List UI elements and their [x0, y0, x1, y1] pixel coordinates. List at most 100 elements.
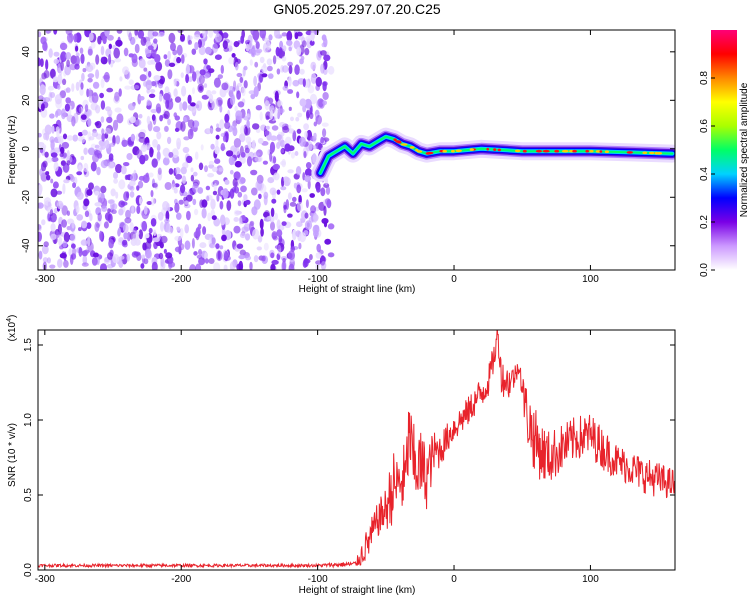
noise-blob: [138, 131, 146, 139]
noise-blob: [128, 79, 134, 85]
noise-blob: [238, 216, 243, 225]
noise-blob: [87, 77, 93, 83]
noise-blob: [262, 160, 268, 165]
colorbar-scale: [711, 30, 737, 270]
noise-blob: [101, 133, 105, 142]
noise-blob: [131, 205, 135, 214]
noise-blob: [40, 103, 45, 112]
noise-blob: [91, 131, 99, 138]
noise-blob: [86, 109, 93, 117]
noise-blob: [195, 104, 200, 109]
noise-blob: [309, 254, 313, 261]
noise-blob: [260, 227, 264, 237]
noise-blob: [83, 162, 89, 173]
noise-blob: [141, 220, 148, 232]
noise-blob: [251, 139, 256, 150]
noise-blob: [287, 89, 294, 94]
noise-blob: [322, 81, 327, 92]
noise-blob: [296, 46, 302, 56]
noise-blob: [253, 75, 257, 87]
noise-blob: [219, 119, 225, 130]
noise-blob: [153, 126, 161, 133]
noise-blob: [246, 113, 250, 118]
noise-blob: [219, 200, 224, 210]
noise-blob: [264, 100, 270, 111]
noise-blob: [270, 252, 275, 259]
noise-blob: [64, 103, 70, 112]
noise-blob: [320, 256, 327, 263]
noise-blob: [252, 228, 260, 240]
noise-blob: [53, 58, 60, 65]
noise-blob: [270, 207, 275, 217]
noise-blob: [202, 226, 207, 235]
noise-blob: [265, 125, 270, 130]
noise-blob: [45, 157, 53, 163]
noise-blob: [118, 221, 127, 228]
noise-blob: [274, 90, 279, 102]
noise-blob: [50, 233, 57, 240]
track-peak: [409, 146, 415, 149]
noise-blob: [282, 65, 289, 73]
noise-blob: [94, 190, 100, 196]
noise-blob: [53, 147, 61, 154]
noise-blob: [163, 93, 171, 101]
noise-blob: [56, 200, 64, 210]
noise-blob: [75, 105, 82, 116]
noise-blob: [74, 63, 80, 70]
noise-blob: [206, 195, 210, 202]
noise-blob: [73, 33, 78, 43]
noise-blob: [69, 254, 74, 265]
noise-blob: [111, 209, 117, 214]
noise-blob: [298, 242, 302, 250]
noise-blob: [150, 190, 154, 198]
noise-blob: [130, 173, 137, 183]
noise-blob: [223, 217, 230, 226]
noise-blob: [320, 187, 326, 197]
noise-blob: [192, 182, 199, 193]
noise-blob: [180, 121, 186, 132]
noise-blob: [94, 202, 102, 207]
noise-blob: [88, 32, 94, 42]
noise-blob: [115, 191, 119, 199]
noise-blob: [63, 259, 69, 268]
noise-blob: [159, 242, 164, 249]
noise-blob: [255, 128, 261, 134]
noise-blob: [51, 156, 59, 163]
noise-blob: [78, 227, 82, 232]
track-peak: [451, 149, 455, 153]
noise-blob: [204, 258, 209, 264]
noise-blob: [49, 92, 56, 98]
noise-blob: [141, 254, 146, 259]
noise-blob: [222, 188, 229, 199]
noise-blob: [266, 58, 273, 66]
track-peak: [455, 149, 462, 153]
noise-blob: [38, 57, 41, 67]
noise-blob: [148, 93, 156, 99]
noise-blob: [70, 175, 75, 182]
noise-blob: [59, 252, 67, 259]
noise-blob: [296, 221, 303, 228]
noise-blob: [147, 45, 154, 51]
y-tick-label: -40: [21, 238, 32, 253]
noise-blob: [50, 178, 54, 184]
noise-blob: [71, 83, 75, 92]
noise-blob: [131, 58, 138, 68]
noise-blob: [107, 161, 115, 170]
noise-blob: [288, 46, 293, 52]
noise-blob: [302, 104, 307, 113]
noise-blob: [69, 234, 76, 241]
noise-blob: [171, 183, 177, 190]
noise-blob: [269, 109, 274, 120]
snr-y-label: SNR (10 * v/v): [7, 423, 18, 487]
noise-blob: [254, 34, 258, 43]
noise-blob: [63, 231, 70, 243]
noise-blob: [278, 47, 283, 56]
noise-blob: [118, 208, 124, 216]
noise-blob: [52, 76, 59, 83]
noise-blob: [263, 195, 268, 206]
noise-blob: [239, 76, 244, 83]
noise-blob: [114, 91, 120, 102]
noise-blob: [276, 134, 284, 142]
noise-blob: [116, 113, 124, 124]
noise-blob: [293, 182, 297, 189]
